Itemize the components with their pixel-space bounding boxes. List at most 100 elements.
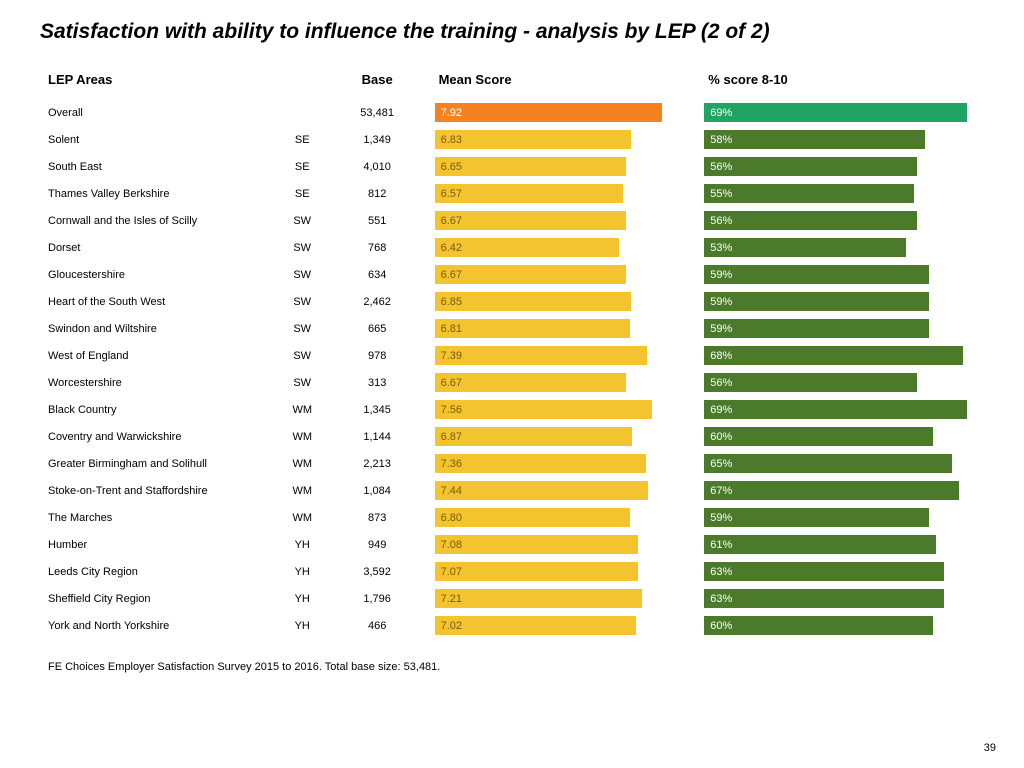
pct-bar-cell: 67% — [704, 481, 984, 500]
pct-label: 63% — [704, 566, 732, 578]
pct-bar-cell: 59% — [704, 265, 984, 284]
mean-bar-cell: 7.44 — [435, 481, 685, 500]
pct-bar-cell: 58% — [704, 130, 984, 149]
region-code: SW — [275, 269, 330, 281]
pct-bar-cell: 61% — [704, 535, 984, 554]
base-value: 2,213 — [330, 458, 425, 470]
lep-name: West of England — [40, 350, 275, 362]
pct-label: 68% — [704, 350, 732, 362]
mean-bar: 6.85 — [435, 292, 632, 311]
region-code: WM — [275, 512, 330, 524]
mean-label: 7.44 — [435, 485, 462, 497]
mean-bar-cell: 6.67 — [435, 211, 685, 230]
table-row: Black CountryWM1,3457.5669% — [40, 396, 984, 423]
mean-label: 6.67 — [435, 215, 462, 227]
pct-bar-cell: 59% — [704, 292, 984, 311]
mean-bar: 6.81 — [435, 319, 631, 338]
data-table: LEP Areas Base Mean Score % score 8-10 O… — [40, 66, 984, 639]
base-value: 634 — [330, 269, 425, 281]
lep-name: Thames Valley Berkshire — [40, 188, 275, 200]
mean-bar-cell: 7.56 — [435, 400, 685, 419]
pct-label: 56% — [704, 377, 732, 389]
mean-bar-cell: 7.08 — [435, 535, 685, 554]
pct-label: 67% — [704, 485, 732, 497]
mean-bar-cell: 7.36 — [435, 454, 685, 473]
footnote: FE Choices Employer Satisfaction Survey … — [40, 661, 984, 673]
mean-bar: 7.36 — [435, 454, 646, 473]
lep-name: Sheffield City Region — [40, 593, 275, 605]
mean-label: 6.80 — [435, 512, 462, 524]
lep-name: Solent — [40, 134, 275, 146]
pct-bar-cell: 56% — [704, 211, 984, 230]
pct-label: 59% — [704, 323, 732, 335]
mean-label: 6.83 — [435, 134, 462, 146]
table-row: The MarchesWM8736.8059% — [40, 504, 984, 531]
mean-bar-cell: 6.57 — [435, 184, 685, 203]
region-code: SE — [275, 161, 330, 173]
base-value: 812 — [330, 188, 425, 200]
header-lep: LEP Areas — [40, 72, 275, 87]
mean-bar-cell: 6.85 — [435, 292, 685, 311]
lep-name: York and North Yorkshire — [40, 620, 275, 632]
pct-label: 60% — [704, 620, 732, 632]
base-value: 53,481 — [330, 107, 425, 119]
lep-name: Worcestershire — [40, 377, 275, 389]
lep-name: Overall — [40, 107, 275, 119]
lep-name: Swindon and Wiltshire — [40, 323, 275, 335]
mean-bar: 7.21 — [435, 589, 642, 608]
lep-name: Coventry and Warwickshire — [40, 431, 275, 443]
table-row: SolentSE1,349 6.83 58% — [40, 126, 984, 153]
base-value: 1,084 — [330, 485, 425, 497]
region-code: WM — [275, 431, 330, 443]
base-value: 4,010 — [330, 161, 425, 173]
pct-bar: 68% — [704, 346, 963, 365]
mean-label: 6.67 — [435, 377, 462, 389]
mean-bar: 6.42 — [435, 238, 619, 257]
pct-label: 56% — [704, 215, 732, 227]
mean-bar-cell: 6.80 — [435, 508, 685, 527]
base-value: 1,796 — [330, 593, 425, 605]
pct-label: 60% — [704, 431, 732, 443]
base-value: 1,345 — [330, 404, 425, 416]
pct-label: 55% — [704, 188, 732, 200]
pct-label: 65% — [704, 458, 732, 470]
pct-bar-cell: 69% — [704, 400, 984, 419]
pct-bar-cell: 60% — [704, 616, 984, 635]
table-row: Heart of the South WestSW2,4626.8559% — [40, 288, 984, 315]
base-value: 768 — [330, 242, 425, 254]
base-value: 665 — [330, 323, 425, 335]
pct-bar: 69% — [704, 400, 966, 419]
pct-bar-cell: 56% — [704, 157, 984, 176]
table-row: Sheffield City RegionYH1,7967.2163% — [40, 585, 984, 612]
lep-name: Dorset — [40, 242, 275, 254]
base-value: 1,349 — [330, 134, 425, 146]
region-code: SW — [275, 215, 330, 227]
pct-label: 63% — [704, 593, 732, 605]
base-value: 949 — [330, 539, 425, 551]
header-mean: Mean Score — [435, 72, 685, 87]
region-code: SE — [275, 134, 330, 146]
region-code: WM — [275, 458, 330, 470]
pct-bar: 65% — [704, 454, 951, 473]
mean-label: 7.39 — [435, 350, 462, 362]
mean-label: 6.81 — [435, 323, 462, 335]
pct-bar: 55% — [704, 184, 913, 203]
mean-bar: 6.87 — [435, 427, 632, 446]
base-value: 1,144 — [330, 431, 425, 443]
pct-label: 53% — [704, 242, 732, 254]
mean-bar: 6.67 — [435, 373, 627, 392]
region-code: SE — [275, 188, 330, 200]
lep-name: The Marches — [40, 512, 275, 524]
pct-bar-cell: 68% — [704, 346, 984, 365]
pct-bar: 60% — [704, 616, 932, 635]
pct-bar: 56% — [704, 157, 917, 176]
pct-bar: 67% — [704, 481, 959, 500]
base-value: 2,462 — [330, 296, 425, 308]
header-pct: % score 8-10 — [704, 72, 984, 87]
mean-label: 7.08 — [435, 539, 462, 551]
lep-name: South East — [40, 161, 275, 173]
pct-label: 59% — [704, 269, 732, 281]
lep-name: Cornwall and the Isles of Scilly — [40, 215, 275, 227]
pct-bar-cell: 59% — [704, 319, 984, 338]
region-code: SW — [275, 296, 330, 308]
